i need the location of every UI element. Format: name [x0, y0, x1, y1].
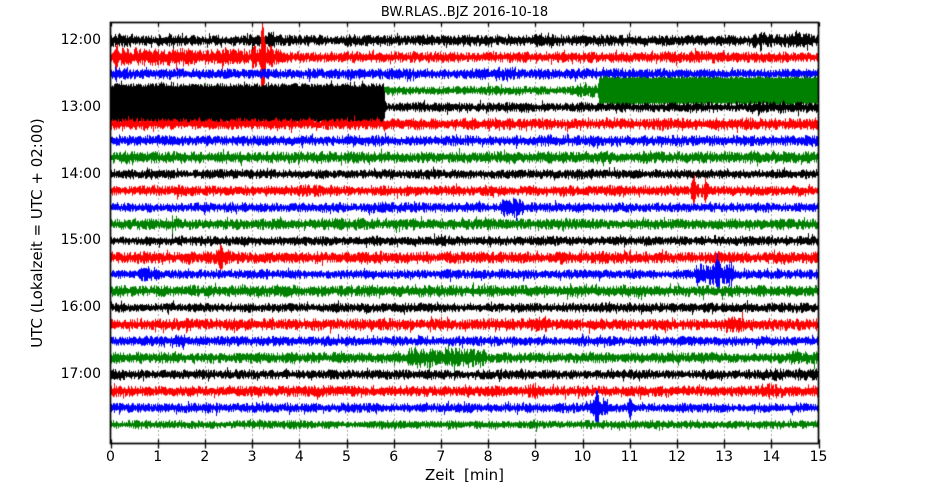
x-tick-label: 0: [106, 449, 115, 465]
plot-title: BW.RLAS..BJZ 2016-10-18: [380, 5, 549, 20]
y-hour-label: 16:00: [60, 299, 101, 316]
x-tick-label: 12: [667, 449, 686, 465]
x-tick-label: 7: [436, 449, 446, 465]
y-hour-label: 13:00: [60, 98, 101, 115]
x-tick-label: 14: [762, 449, 781, 465]
x-tick-label: 8: [483, 449, 493, 465]
x-tick-label: 2: [200, 449, 210, 465]
x-tick-label: 5: [342, 449, 351, 465]
y-hour-label: 17:00: [60, 366, 101, 382]
y-hour-label: 12:00: [60, 32, 101, 48]
y-hour-label: 14:00: [60, 165, 101, 182]
x-tick-label: 13: [715, 449, 733, 465]
x-tick-label: 9: [530, 449, 540, 465]
x-tick-label: 11: [620, 449, 639, 465]
x-tick-label: 4: [294, 449, 304, 465]
y-hour-label: 15:00: [60, 232, 101, 249]
x-axis-label: Zeit [min]: [424, 466, 505, 484]
x-tick-label: 1: [153, 449, 163, 465]
x-tick-label: 15: [809, 449, 828, 465]
x-tick-label: 6: [389, 449, 399, 465]
x-tick-label: 10: [573, 449, 592, 465]
x-tick-label: 3: [247, 449, 257, 465]
